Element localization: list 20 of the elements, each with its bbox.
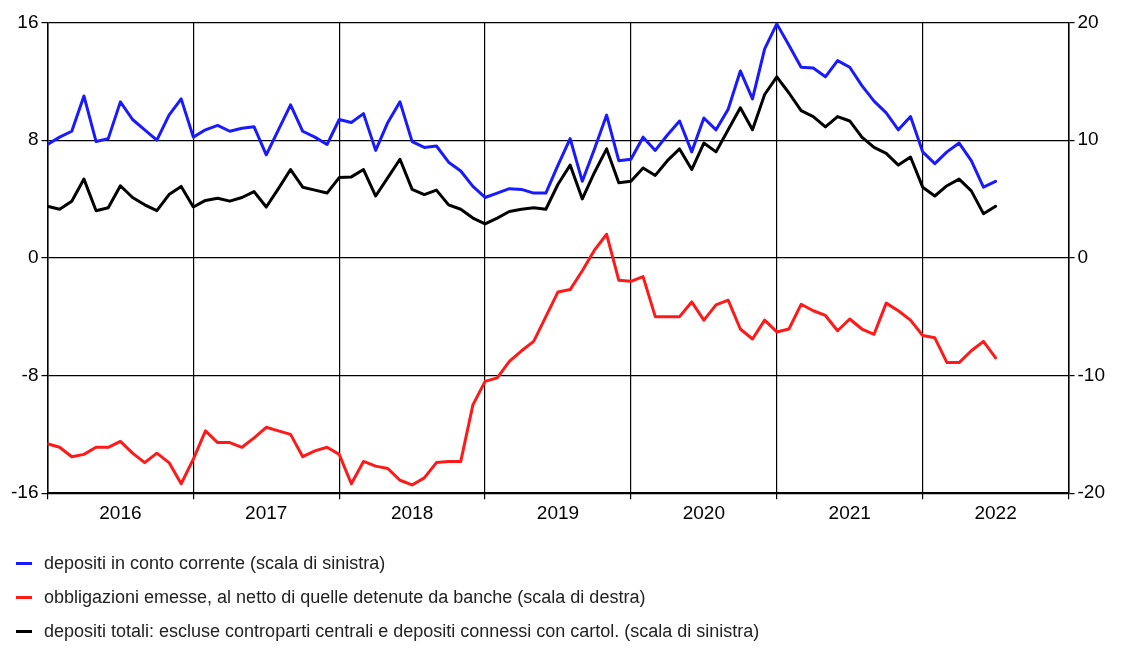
- x-tick-label: 2017: [245, 501, 288, 523]
- y-tick-label: -16: [10, 481, 39, 503]
- y-tick-label: 16: [17, 10, 39, 32]
- y2-tick-label: 20: [1077, 10, 1099, 32]
- y2-tick-label: 10: [1077, 128, 1099, 150]
- y2-tick-label: -10: [1077, 363, 1106, 385]
- y2-tick-label: 0: [1077, 246, 1089, 268]
- legend-label: depositi totali: escluse controparti centrali e depositi connessi con cartol. (scala di sinistra): [44, 620, 760, 642]
- x-tick-label: 2018: [390, 501, 434, 523]
- x-tick-label: 2022: [974, 501, 1017, 523]
- y2-tick-label: -20: [1077, 481, 1106, 503]
- x-tick-label: 2020: [682, 501, 726, 523]
- x-tick-label: 2019: [536, 501, 580, 523]
- legend-label: obbligazioni emesse, al netto di quelle detenute da banche (scala di destra): [44, 586, 646, 608]
- x-tick-label: 2016: [99, 501, 142, 523]
- legend-label: depositi in conto corrente (scala di sinistra): [44, 552, 386, 574]
- y-tick-label: -8: [21, 363, 39, 385]
- y-tick-label: 0: [27, 246, 39, 268]
- x-tick-label: 2021: [828, 501, 871, 523]
- y-tick-label: 8: [27, 128, 39, 150]
